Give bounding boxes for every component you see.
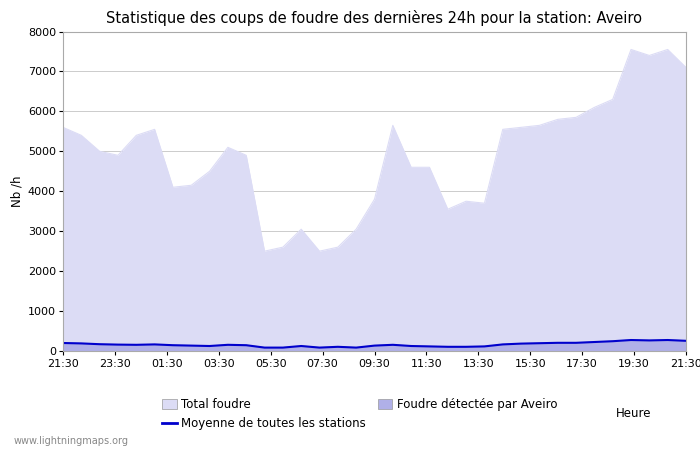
Title: Statistique des coups de foudre des dernières 24h pour la station: Aveiro: Statistique des coups de foudre des dern… — [106, 10, 643, 26]
Text: www.lightningmaps.org: www.lightningmaps.org — [14, 436, 129, 446]
Legend: Total foudre, Moyenne de toutes les stations, Foudre détectée par Aveiro: Total foudre, Moyenne de toutes les stat… — [162, 398, 557, 430]
Y-axis label: Nb /h: Nb /h — [10, 176, 24, 207]
Text: Heure: Heure — [615, 407, 651, 420]
